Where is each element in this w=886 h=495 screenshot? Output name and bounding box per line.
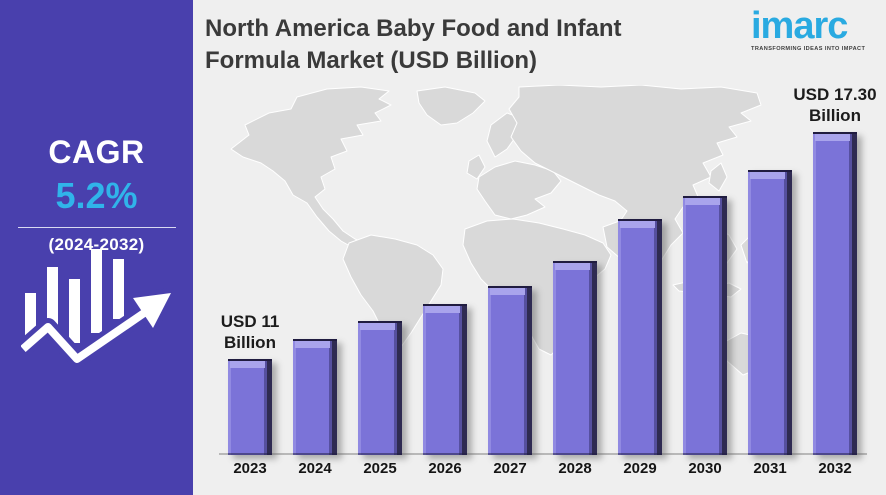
chart-panel: North America Baby Food and Infant Formu… <box>193 0 886 495</box>
value-label-line1: USD 17.30 <box>793 85 877 104</box>
imarc-logo: imarc TRANSFORMING IDEAS INTO IMPACT <box>751 5 879 53</box>
continent-north-america <box>230 86 392 258</box>
cagr-divider <box>17 227 176 228</box>
value-label-line1: USD 11 <box>220 312 280 331</box>
bar-2030 <box>683 196 727 455</box>
cagr-sidebar: CAGR 5.2% (2024-2032) <box>0 0 193 495</box>
x-axis-label-2023: 2023 <box>233 460 267 477</box>
value-label-2032: USD 17.30 Billion <box>775 84 886 126</box>
continent-europe <box>476 160 562 220</box>
bar-top-bevel <box>750 172 785 179</box>
page-title-line2: Formula Market (USD Billion) <box>205 47 538 74</box>
bar-2031 <box>748 170 792 455</box>
x-axis-label-2032: 2032 <box>818 460 852 477</box>
x-axis-label-2026: 2026 <box>428 460 462 477</box>
x-axis-label-2024: 2024 <box>298 460 332 477</box>
bar-top-bevel <box>620 221 655 228</box>
cagr-value: 5.2% <box>55 175 138 216</box>
bar-2025 <box>358 321 402 455</box>
cagr-block: CAGR 5.2% (2024-2032) <box>0 134 193 255</box>
bar-2026 <box>423 304 467 455</box>
value-label-line2: Billion <box>809 106 861 125</box>
bar-2027 <box>488 286 532 455</box>
imarc-wordmark: imarc <box>751 5 848 47</box>
bar-top-bevel <box>815 134 850 141</box>
x-axis-label-2025: 2025 <box>363 460 397 477</box>
x-axis-label-2028: 2028 <box>558 460 592 477</box>
bar-top-bevel <box>555 263 590 270</box>
japan-islands <box>708 162 728 192</box>
bar-2029 <box>618 219 662 455</box>
x-axis-label-2031: 2031 <box>753 460 787 477</box>
bar-2032 <box>813 132 857 455</box>
cagr-label: CAGR <box>48 134 145 170</box>
growth-trend-arrow-icon <box>21 249 173 365</box>
imarc-tagline: TRANSFORMING IDEAS INTO IMPACT <box>751 46 866 53</box>
x-axis-label-2027: 2027 <box>493 460 527 477</box>
x-axis-line <box>219 453 867 455</box>
bar-top-bevel <box>360 323 395 330</box>
bar-top-bevel <box>230 361 265 368</box>
bar-top-bevel <box>425 306 460 313</box>
page-title: North America Baby Food and Infant Formu… <box>205 13 695 77</box>
uk-island <box>466 154 486 180</box>
bar-top-bevel <box>295 341 330 348</box>
bar-top-bevel <box>685 198 720 205</box>
bar-2023 <box>228 359 272 455</box>
bar-chart: 2023 2024 2025 2026 2027 2028 2029 2030 2031 2032… <box>193 0 886 495</box>
bar-2024 <box>293 339 337 455</box>
value-label-2023: USD 11 Billion <box>190 311 310 353</box>
bar-2028 <box>553 261 597 455</box>
bar-top-bevel <box>490 288 525 295</box>
continent-south-america <box>342 234 444 356</box>
cagr-period: (2024-2032) <box>48 235 145 254</box>
greenland <box>416 86 486 126</box>
value-label-line2: Billion <box>224 333 276 352</box>
x-axis-label-2029: 2029 <box>623 460 657 477</box>
scandinavia <box>486 112 524 158</box>
page-title-line1: North America Baby Food and Infant <box>205 15 622 42</box>
x-axis-label-2030: 2030 <box>688 460 722 477</box>
